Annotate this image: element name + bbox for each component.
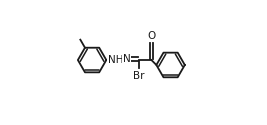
Text: O: O [147,32,156,42]
Text: N: N [123,54,131,64]
Text: NH: NH [108,55,123,65]
Text: Br: Br [133,70,145,81]
